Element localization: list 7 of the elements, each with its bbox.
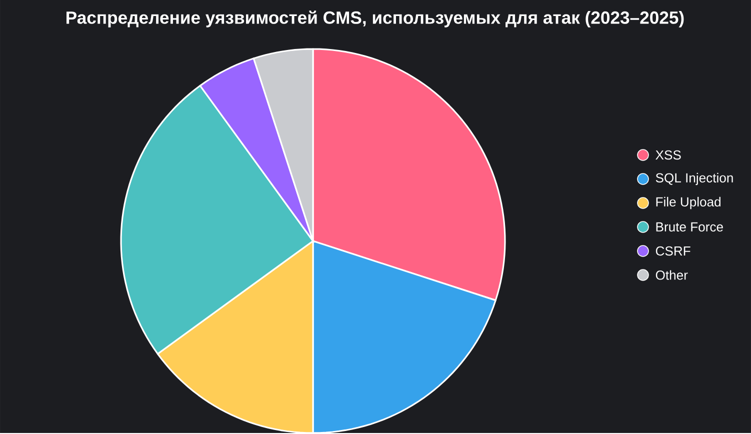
chart-title: Распределение уязвимостей CMS, используемых для атак (2023–2025) [66,10,684,28]
legend-label: XSS [656,150,681,160]
legend-label: Brute Force [656,222,723,232]
legend-label: CSRF [656,246,690,256]
legend-label: Other [656,270,688,280]
legend-label: SQL Injection [656,173,733,186]
legend-label: File Upload [656,197,720,210]
